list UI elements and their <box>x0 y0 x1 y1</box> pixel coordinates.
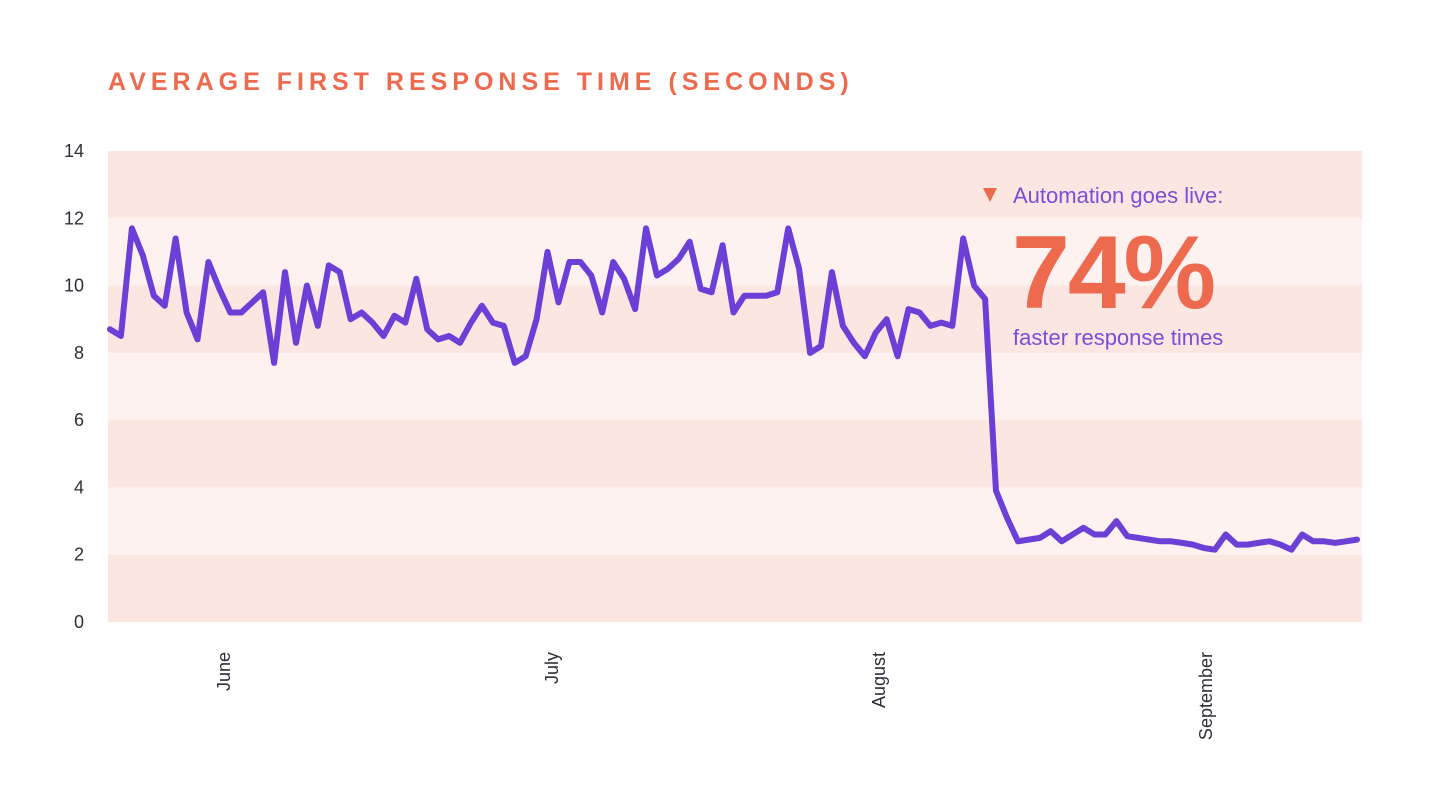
chart-title: AVERAGE FIRST RESPONSE TIME (SECONDS) <box>108 68 854 96</box>
x-tick-label: July <box>542 652 562 684</box>
series-line <box>107 225 1360 553</box>
grid-band <box>108 420 1362 488</box>
y-tick-label: 0 <box>74 612 84 632</box>
grid-band <box>108 487 1362 555</box>
y-axis-ticks: 0 2 4 6 8 10 12 14 <box>64 141 84 632</box>
x-tick-label: August <box>869 652 889 708</box>
grid-bands <box>108 151 1362 622</box>
annotation-line1: Automation goes live: <box>1013 183 1223 208</box>
y-tick-label: 12 <box>64 208 84 228</box>
grid-band <box>108 218 1362 286</box>
y-tick-label: 2 <box>74 545 84 565</box>
grid-band <box>108 352 1362 421</box>
y-tick-label: 8 <box>74 343 84 363</box>
x-tick-label: September <box>1196 652 1216 740</box>
annotation-line2: faster response times <box>1013 325 1223 350</box>
y-tick-label: 6 <box>74 410 84 430</box>
annotation: Automation goes live: 74% faster respons… <box>983 183 1223 350</box>
grid-band <box>108 554 1362 622</box>
series-layer <box>107 225 1360 553</box>
annotation-marker-icon <box>983 188 997 202</box>
x-tick-label: June <box>214 652 234 691</box>
grid-band <box>108 151 1362 219</box>
annotation-big-value: 74% <box>1012 215 1214 331</box>
y-tick-label: 4 <box>74 477 84 497</box>
y-tick-label: 14 <box>64 141 84 161</box>
y-tick-label: 10 <box>64 276 84 296</box>
x-axis-ticks: June July August September <box>214 652 1216 740</box>
